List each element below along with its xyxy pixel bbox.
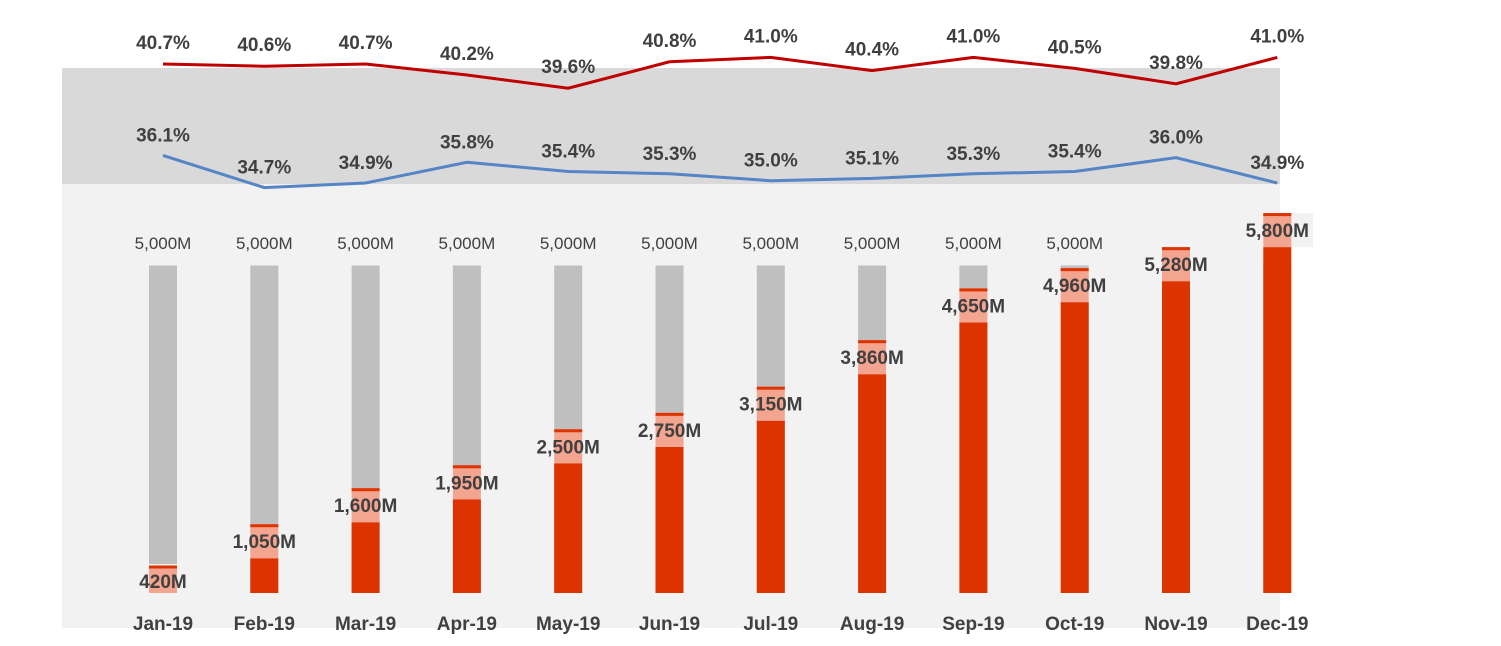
actual-bar-cap (149, 565, 177, 569)
upper-line-label: 40.5% (1048, 37, 1102, 58)
x-tick-label: Apr-19 (437, 614, 497, 635)
value-label-highlight (1162, 247, 1190, 282)
value-label-highlight (959, 288, 988, 323)
actual-bar (756, 386, 785, 593)
x-tick-label: Aug-19 (840, 614, 904, 635)
lower-line-label: 34.7% (237, 158, 291, 179)
lower-line-label: 36.1% (136, 125, 190, 146)
value-label-highlight (756, 386, 785, 421)
upper-line-label: 39.6% (541, 57, 595, 78)
target-value-label: 5,000M (236, 234, 293, 253)
actual-value-label: 420M (139, 572, 187, 593)
lower-line-label: 35.3% (643, 144, 697, 165)
actual-value-label: 4,650M (942, 296, 1005, 317)
upper-line-label: 41.0% (946, 26, 1000, 47)
target-value-label: 5,000M (439, 234, 496, 253)
upper-line-label: 39.8% (1149, 53, 1203, 74)
actual-value-label: 1,050M (233, 532, 296, 553)
lower-line-label: 34.9% (339, 153, 393, 174)
x-tick-label: May-19 (536, 614, 600, 635)
target-value-label: 5,000M (1046, 234, 1103, 253)
lower-line-label: 35.4% (541, 142, 595, 163)
upper-line (162, 55, 1278, 90)
upper-line-label: 40.8% (643, 31, 697, 52)
actual-bar-cap (756, 386, 785, 390)
actual-value-label: 2,750M (638, 421, 701, 442)
actual-bar (1060, 268, 1089, 593)
actual-value-label: 3,860M (840, 348, 903, 369)
value-label-highlight (351, 488, 380, 523)
actual-bar (858, 340, 887, 593)
value-label-highlight (250, 524, 279, 559)
upper-line-label: 41.0% (744, 26, 798, 47)
value-label-highlight (452, 465, 481, 500)
actual-value-label: 2,500M (537, 437, 600, 458)
actual-bar-cap (250, 524, 279, 528)
lower-line (162, 153, 1278, 190)
actual-value-label: 5,280M (1144, 255, 1207, 276)
x-tick-label: Jan-19 (133, 614, 193, 635)
target-value-label: 5,000M (945, 234, 1002, 253)
actual-value-label: 5,800M (1246, 221, 1309, 242)
x-tick-label: Dec-19 (1246, 614, 1308, 635)
actual-bar (1162, 247, 1190, 593)
lines-layer (162, 55, 1278, 190)
x-axis: Jan-19 Feb-19 Mar-19 Apr-19 May-19 Jun-19 Jul-… (133, 614, 1309, 635)
value-label-highlight (554, 429, 583, 464)
x-tick-label: Jul-19 (743, 614, 798, 635)
value-label-highlight (1263, 213, 1292, 248)
target-bar (149, 265, 177, 593)
actual-bar (1263, 213, 1292, 593)
lower-line-label: 34.9% (1250, 153, 1304, 174)
lower-line-label: 35.8% (440, 132, 494, 153)
lower-line-label: 35.0% (744, 151, 798, 172)
actual-value-label: 1,950M (435, 473, 498, 494)
x-tick-label: Feb-19 (234, 614, 295, 635)
value-label-highlight (149, 565, 177, 593)
labels-layer: 420M 5,000M 1,050M 5,000M 1,600M 5,000M 1,950M… (135, 26, 1314, 598)
lower-line-label: 35.1% (845, 148, 899, 169)
actual-bar-cap (351, 488, 380, 492)
x-tick-label: Jun-19 (639, 614, 700, 635)
actual-bar-cap (959, 288, 988, 292)
upper-line-label: 40.4% (845, 40, 899, 61)
actual-value-label: 1,600M (334, 496, 397, 517)
actual-bar (959, 288, 988, 593)
value-label-highlight (1060, 268, 1089, 303)
target-value-label: 5,000M (742, 234, 799, 253)
upper-line-label: 40.6% (237, 35, 291, 56)
target-value-label: 5,000M (135, 234, 192, 253)
lower-line-label: 35.4% (1048, 142, 1102, 163)
lower-line-label: 36.0% (1149, 128, 1203, 149)
x-tick-label: Mar-19 (335, 614, 396, 635)
reference-band (62, 68, 1280, 184)
x-tick-label: Nov-19 (1144, 614, 1207, 635)
upper-line-label: 40.7% (339, 33, 393, 54)
actual-bar-cap (1263, 213, 1292, 217)
x-tick-label: Sep-19 (942, 614, 1004, 635)
upper-line-label: 40.7% (136, 33, 190, 54)
actual-bar-cap (1162, 247, 1190, 251)
value-label-highlight (858, 340, 887, 375)
target-value-label: 5,000M (337, 234, 394, 253)
target-value-label: 5,000M (844, 234, 901, 253)
x-tick-label: Oct-19 (1045, 614, 1104, 635)
actual-value-label: 4,960M (1043, 276, 1106, 297)
actual-bar-cap (554, 429, 583, 433)
upper-line-label: 41.0% (1250, 26, 1304, 47)
value-label-highlight (655, 412, 684, 447)
target-value-label: 5,000M (540, 234, 597, 253)
actual-value-label: 3,150M (739, 395, 802, 416)
actual-bar-cap (1060, 268, 1089, 272)
lower-line-label: 35.3% (946, 144, 1000, 165)
actual-bar-cap (452, 465, 481, 469)
actual-bar-cap (655, 412, 684, 416)
upper-line-label: 40.2% (440, 44, 494, 65)
target-value-label: 5,000M (641, 234, 698, 253)
actual-bar-cap (858, 340, 887, 344)
